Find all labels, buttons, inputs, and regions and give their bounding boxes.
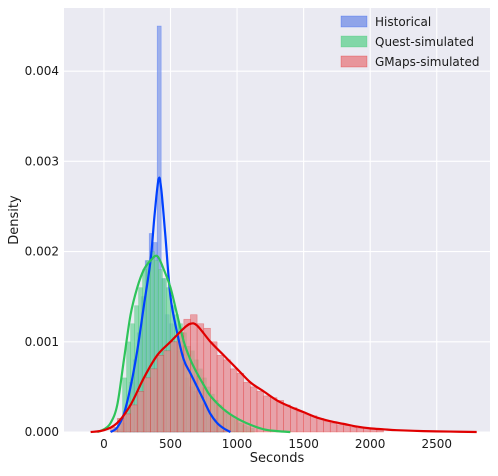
kde-line-gmaps-simulated — [90, 322, 477, 434]
histogram-bar — [156, 355, 165, 433]
histogram-bar — [236, 373, 245, 433]
histogram-bar — [283, 404, 291, 433]
histogram-bar — [343, 425, 351, 433]
histogram-bar — [136, 391, 145, 433]
y-tick-label: 0.004 — [25, 64, 59, 78]
histogram-bar — [329, 422, 338, 433]
histogram-bar — [356, 428, 364, 433]
histogram-bar — [163, 350, 171, 433]
y-axis-ticks: 0.000 0.001 0.002 0.003 0.004 — [25, 64, 59, 439]
histogram-bar — [123, 413, 131, 433]
y-tick-label: 0.001 — [25, 335, 59, 349]
x-tick-label: 1000 — [222, 437, 253, 451]
histogram-bar — [296, 410, 304, 433]
legend-swatch — [340, 15, 368, 28]
y-axis-label: Density — [7, 195, 22, 245]
histogram-bar — [183, 318, 191, 433]
histogram-bar — [336, 424, 344, 433]
histogram-bar — [143, 377, 151, 433]
histogram-bar — [316, 418, 324, 433]
kde-line-historical — [109, 176, 231, 433]
kde-line-quest-simulated — [96, 254, 291, 434]
histogram-bar — [130, 404, 138, 433]
y-tick-label: 0.003 — [25, 154, 59, 168]
legend-swatch — [340, 35, 368, 48]
histogram-bar — [303, 413, 311, 433]
histogram-bar — [349, 427, 358, 433]
histogram-bar — [290, 407, 298, 433]
histogram-bar — [270, 397, 278, 433]
histogram-bar — [376, 429, 384, 433]
x-axis-label: Seconds — [250, 451, 305, 466]
y-tick-label: 0.000 — [25, 425, 59, 439]
y-tick-label: 0.002 — [25, 245, 59, 259]
x-tick-label: 2000 — [355, 437, 386, 451]
legend: Historical Quest-simulated GMaps-simulated — [340, 15, 479, 69]
histogram-bar — [276, 400, 284, 433]
x-axis-ticks: 0 500 1000 1500 2000 2500 — [100, 437, 452, 451]
legend-swatch — [340, 55, 368, 68]
x-tick-label: 1500 — [288, 437, 319, 451]
histogram-bar — [263, 395, 271, 433]
histogram-bar — [323, 420, 331, 433]
x-tick-label: 2500 — [421, 437, 452, 451]
density-curves — [90, 176, 477, 434]
x-tick-label: 0 — [100, 437, 108, 451]
x-tick-label: 500 — [159, 437, 182, 451]
histogram-bar — [223, 359, 231, 433]
histogram-bar — [170, 341, 178, 433]
legend-label: Historical — [375, 15, 431, 29]
legend-label: Quest-simulated — [375, 35, 474, 49]
histogram-bar — [256, 391, 264, 433]
histogram-bar — [150, 368, 158, 433]
histogram-bar — [230, 368, 238, 433]
legend-label: GMaps-simulated — [375, 55, 479, 69]
histogram-bar — [203, 327, 211, 433]
histogram-bar — [216, 355, 225, 433]
